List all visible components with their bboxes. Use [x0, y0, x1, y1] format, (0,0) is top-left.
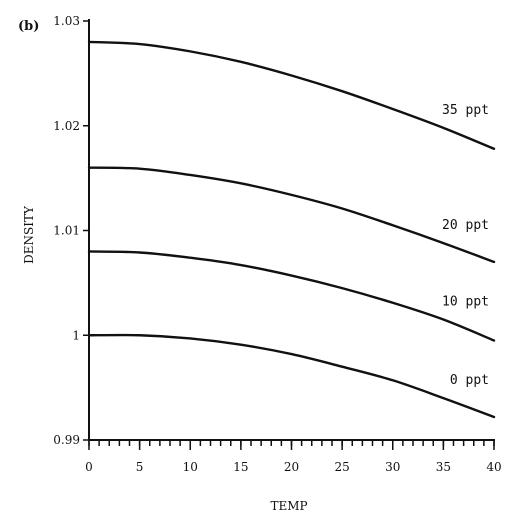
x-tick-label: 0 — [85, 460, 93, 474]
y-tick-label: 1.01 — [53, 224, 80, 238]
x-tick-label: 35 — [436, 460, 451, 474]
x-ticks: 0 5 10 15 20 25 30 35 40 — [85, 440, 502, 474]
y-tick-label: 0.99 — [53, 433, 80, 447]
series-labels: 0 ppt 10 ppt 20 ppt 35 ppt — [442, 103, 489, 388]
series-label-20-ppt: 20 ppt — [442, 218, 489, 233]
y-tick-label: 1 — [72, 328, 80, 342]
series-label-10-ppt: 10 ppt — [442, 295, 489, 310]
plot-area: 0 5 10 15 20 25 30 35 40 0.99 1 1.01 1.02 1.03 0 ppt… — [53, 14, 501, 474]
x-tick-label: 25 — [334, 460, 349, 474]
series-line-20-ppt — [87, 166, 496, 264]
x-tick-label: 30 — [385, 460, 400, 474]
series-label-35-ppt: 35 ppt — [442, 103, 489, 118]
y-tick-label: 1.02 — [53, 119, 80, 133]
y-axis-title: DENSITY — [22, 205, 36, 264]
y-ticks: 0.99 1 1.01 1.02 1.03 — [53, 14, 89, 447]
series-line-35-ppt — [87, 40, 496, 150]
x-tick-label: 20 — [284, 460, 299, 474]
x-axis-title: TEMP — [270, 499, 307, 513]
panel-label: (b) — [18, 19, 39, 34]
series-line-0-ppt — [87, 333, 496, 419]
series-line-10-ppt — [87, 250, 496, 342]
x-tick-label: 10 — [183, 460, 198, 474]
y-tick-label: 1.03 — [53, 14, 80, 28]
series-lines — [87, 40, 496, 419]
series-label-0-ppt: 0 ppt — [450, 373, 489, 388]
x-tick-label: 40 — [486, 460, 501, 474]
x-tick-label: 15 — [233, 460, 248, 474]
x-tick-label: 5 — [136, 460, 144, 474]
